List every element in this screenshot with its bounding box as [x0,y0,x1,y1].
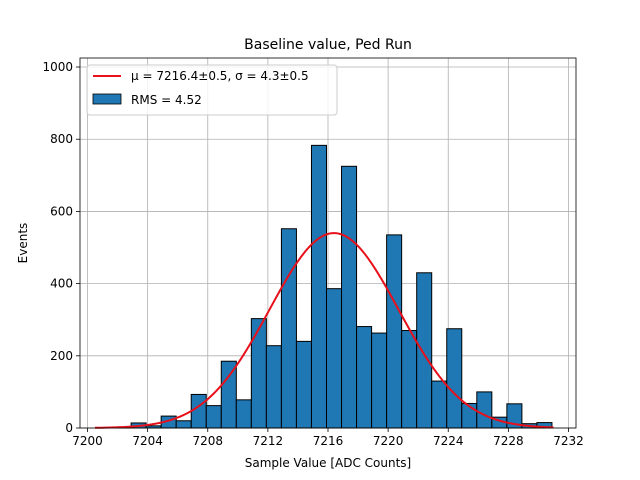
y-tick-label: 800 [50,132,73,146]
x-tick-label: 7212 [253,434,284,448]
histogram-bar [371,332,388,429]
histogram-bar [416,272,433,429]
legend-fit-label: μ = 7216.4±0.5, σ = 4.3±0.5 [131,69,309,83]
x-tick-label: 7220 [373,434,404,448]
y-tick-label: 600 [50,204,73,218]
y-axis-ticks: 0 200 400 600 800 1000 [42,60,80,435]
legend-histogram-label: RMS = 4.52 [131,93,202,107]
x-tick-label: 7208 [192,434,223,448]
histogram-bar [220,360,237,429]
histogram-bar [280,228,297,429]
x-tick-label: 7216 [313,434,344,448]
histogram-bar [341,165,358,429]
histogram-bar [476,391,493,429]
x-axis-ticks: 7200 7204 7208 7212 7216 7220 7224 7228 7232 [72,428,584,448]
x-tick-label: 7224 [433,434,464,448]
x-tick-label: 7228 [493,434,524,448]
x-tick-label: 7204 [132,434,163,448]
histogram-bars [115,144,553,429]
histogram-bar [401,330,418,429]
histogram-bar [265,345,282,429]
histogram-bar [235,399,252,429]
histogram-bar [175,420,192,429]
legend-histogram-swatch [92,93,122,105]
histogram-bar [310,144,327,429]
y-tick-label: 1000 [42,60,73,74]
chart-title: Baseline value, Ped Run [244,37,412,53]
y-tick-label: 0 [65,421,73,435]
histogram-bar [205,405,222,429]
histogram-bar [295,340,312,429]
histogram-bar [325,288,343,429]
histogram-bar [446,328,463,429]
gaussian-fit-curve [95,232,554,429]
x-tick-label: 7232 [553,434,584,448]
y-tick-label: 400 [50,277,73,291]
histogram-bar [356,326,373,429]
histogram-bar [431,380,448,429]
y-tick-label: 200 [50,349,73,363]
histogram-bar [190,393,207,429]
histogram-bar [386,234,403,429]
x-tick-label: 7200 [72,434,103,448]
histogram-bar [250,318,267,429]
x-axis-label: Sample Value [ADC Counts] [245,456,411,470]
y-axis-label: Events [16,223,30,264]
legend: μ = 7216.4±0.5, σ = 4.3±0.5 RMS = 4.52 [86,64,338,116]
legend-box [86,64,338,116]
